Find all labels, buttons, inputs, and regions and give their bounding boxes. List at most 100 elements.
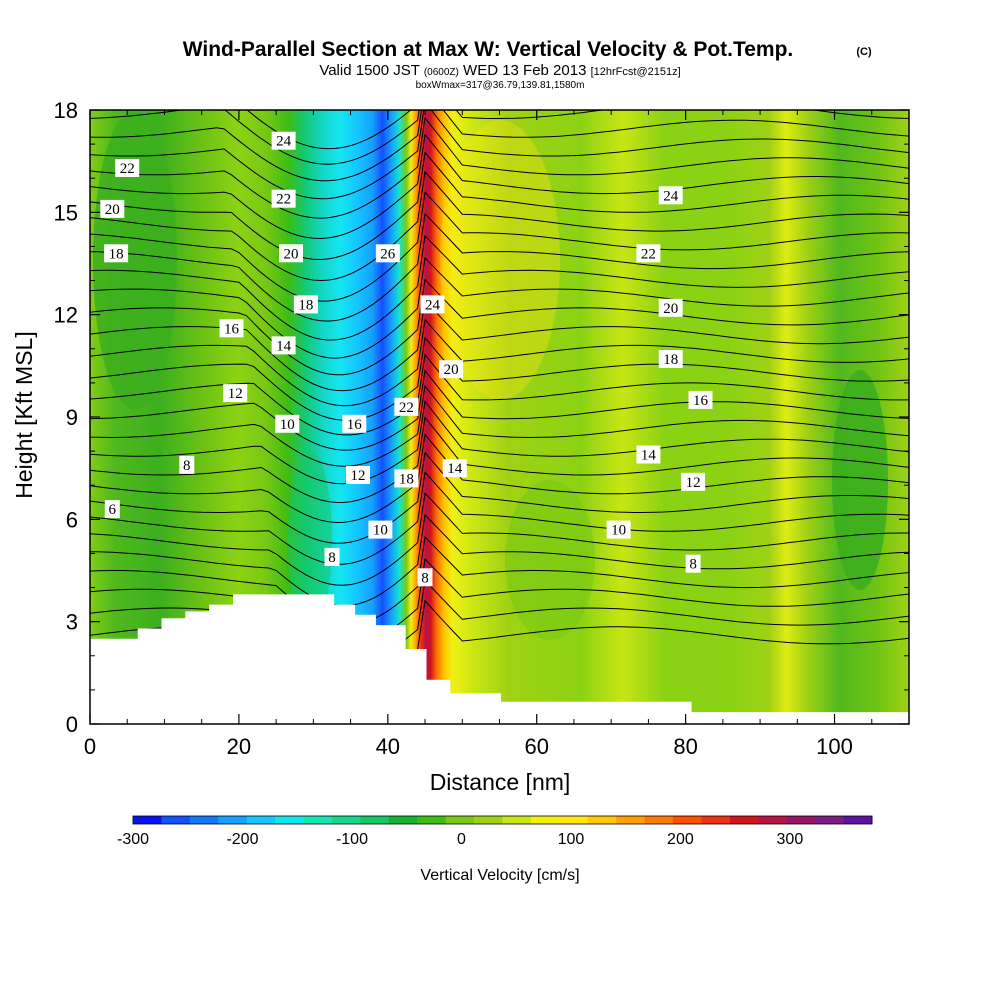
contour-label: 12 [681, 472, 706, 491]
colorbar [132, 815, 873, 825]
colorbar-swatch [758, 816, 788, 824]
isentrope-line [90, 451, 909, 544]
contour-label-text: 22 [399, 400, 414, 416]
isentrope-line [90, 212, 909, 322]
colorbar-ticks: -300 -200 -100 0 100 200 300 [117, 831, 803, 848]
contour-label-box [368, 520, 393, 539]
colorbar-swatch [530, 816, 560, 824]
chart-title: Wind-Parallel Section at Max W: Vertical… [183, 38, 794, 61]
contour-label: 26 [375, 244, 400, 263]
plot-area [90, 110, 909, 724]
isentrope-line [90, 234, 909, 341]
contour-label-box [636, 244, 661, 263]
colorbar-swatch [701, 816, 731, 824]
contour-label-text: 14 [447, 461, 463, 477]
contour-label-box [219, 319, 244, 338]
contour-label-box [275, 414, 300, 433]
contour-label-text: 14 [276, 338, 292, 354]
y-tick-label: 0 [66, 712, 78, 737]
contour-label: 16 [219, 319, 244, 338]
isentrope-line [90, 492, 909, 586]
subtitle-valid: Valid 1500 JST [319, 62, 419, 79]
colorbar-swatch [331, 816, 361, 824]
contour-label: 10 [275, 414, 300, 433]
colorbar-tick-label: 300 [777, 831, 804, 848]
contour-label: 8 [685, 554, 701, 573]
contour-label-text: 20 [284, 246, 299, 262]
chart-title-suffix: (C) [856, 46, 872, 58]
contour-label-text: 18 [663, 352, 678, 368]
contour-label-box [688, 390, 713, 409]
colorbar-swatch [303, 816, 333, 824]
contour-label: 16 [342, 414, 367, 433]
contour-label-text: 16 [347, 417, 363, 433]
contour-label: 24 [420, 295, 445, 314]
isentrope-line [90, 151, 909, 261]
contour-label-text: 14 [641, 448, 657, 464]
subtitle-forecast: [12hrFcst@2151z] [591, 66, 681, 78]
contour-label: 24 [658, 186, 683, 205]
contour-label: 14 [442, 459, 467, 478]
x-tick-label: 100 [816, 734, 853, 759]
contour-label-text: 16 [693, 393, 709, 409]
x-axis: 0 20 40 60 80 100 [84, 110, 873, 759]
contour-label-text: 20 [105, 202, 120, 218]
contour-label-text: 22 [641, 246, 656, 262]
contour-label: 22 [271, 189, 296, 208]
contour-label-box [417, 568, 433, 587]
y-tick-label: 9 [66, 405, 78, 430]
contour-label-box [636, 445, 661, 464]
isentrope-line [90, 110, 909, 165]
contour-label: 14 [271, 336, 296, 355]
contour-label-box [658, 186, 683, 205]
contour-label-text: 10 [373, 523, 388, 539]
x-tick-label: 60 [524, 734, 548, 759]
x-tick-label: 40 [376, 734, 400, 759]
contour-label-text: 12 [351, 468, 366, 484]
contour-label-text: 24 [663, 188, 679, 204]
y-tick-label: 15 [54, 200, 78, 225]
contour-label: 20 [100, 199, 125, 218]
colorbar-tick-label: -300 [117, 831, 149, 848]
contour-label-text: 18 [399, 471, 414, 487]
isentrope-line [90, 170, 909, 282]
isentrope-line [90, 256, 909, 359]
contour-label-text: 8 [421, 570, 429, 586]
colorbar-swatch [275, 816, 304, 824]
contour-label-text: 10 [611, 523, 626, 539]
colorbar-swatch [815, 816, 844, 824]
contour-label-text: 22 [276, 192, 291, 208]
isentrope-line [90, 278, 909, 376]
colorbar-tick-label: 100 [558, 831, 585, 848]
contour-label-box [271, 336, 296, 355]
colorbar-swatch [673, 816, 702, 824]
colorbar-tick-label: 0 [457, 831, 466, 848]
chart-subtitle-2: boxWmax=317@36.79,139.81,1580m [416, 80, 585, 91]
colorbar-swatch [786, 816, 816, 824]
chart-subtitle: Valid 1500 JST (0600Z) WED 13 Feb 2013 [… [319, 62, 680, 79]
contour-label-text: 18 [109, 246, 124, 262]
contour-label-box [293, 295, 318, 314]
contour-label: 20 [439, 360, 464, 379]
x-tick-label: 20 [227, 734, 251, 759]
contour-label-text: 12 [686, 475, 701, 491]
contour-label-text: 8 [183, 458, 191, 474]
contour-label-text: 12 [228, 386, 243, 402]
colorbar-swatch [843, 816, 873, 824]
y-tick-label: 6 [66, 507, 78, 532]
contour-label-box [420, 295, 445, 314]
contour-label-box [324, 547, 340, 566]
colorbar-swatch [133, 816, 162, 824]
contour-label-text: 18 [298, 297, 313, 313]
colorbar-swatch [644, 816, 674, 824]
colorbar-swatch [616, 816, 646, 824]
isentrope-line [90, 116, 909, 219]
contour-label-text: 20 [663, 301, 678, 317]
contour-label: 8 [179, 455, 195, 474]
contour-label: 12 [346, 466, 370, 484]
contour-label: 18 [658, 350, 683, 368]
contour-label: 24 [271, 131, 296, 150]
contour-label-box [346, 466, 370, 484]
terrain [90, 594, 909, 724]
